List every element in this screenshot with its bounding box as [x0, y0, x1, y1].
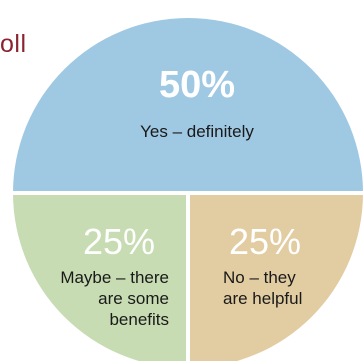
slice-percent-3: 25%	[83, 221, 155, 262]
slice-label-2-line-1: No – they	[223, 268, 296, 287]
pie-slice-1	[13, 18, 363, 193]
pie-slice-3	[13, 193, 188, 361]
slice-label-3-line-3: benefits	[109, 310, 169, 329]
slice-label-1-line-1: Yes – definitely	[140, 122, 254, 141]
slice-percent-1: 50%	[159, 64, 235, 106]
slice-label-2-line-2: are helpful	[223, 289, 302, 308]
pie-slice-2	[188, 193, 363, 361]
slice-label-3-line-1: Maybe – there	[60, 268, 169, 287]
poll-heading: oll	[0, 30, 27, 58]
slice-label-3-line-2: are some	[98, 289, 169, 308]
slice-percent-2: 25%	[229, 221, 301, 262]
